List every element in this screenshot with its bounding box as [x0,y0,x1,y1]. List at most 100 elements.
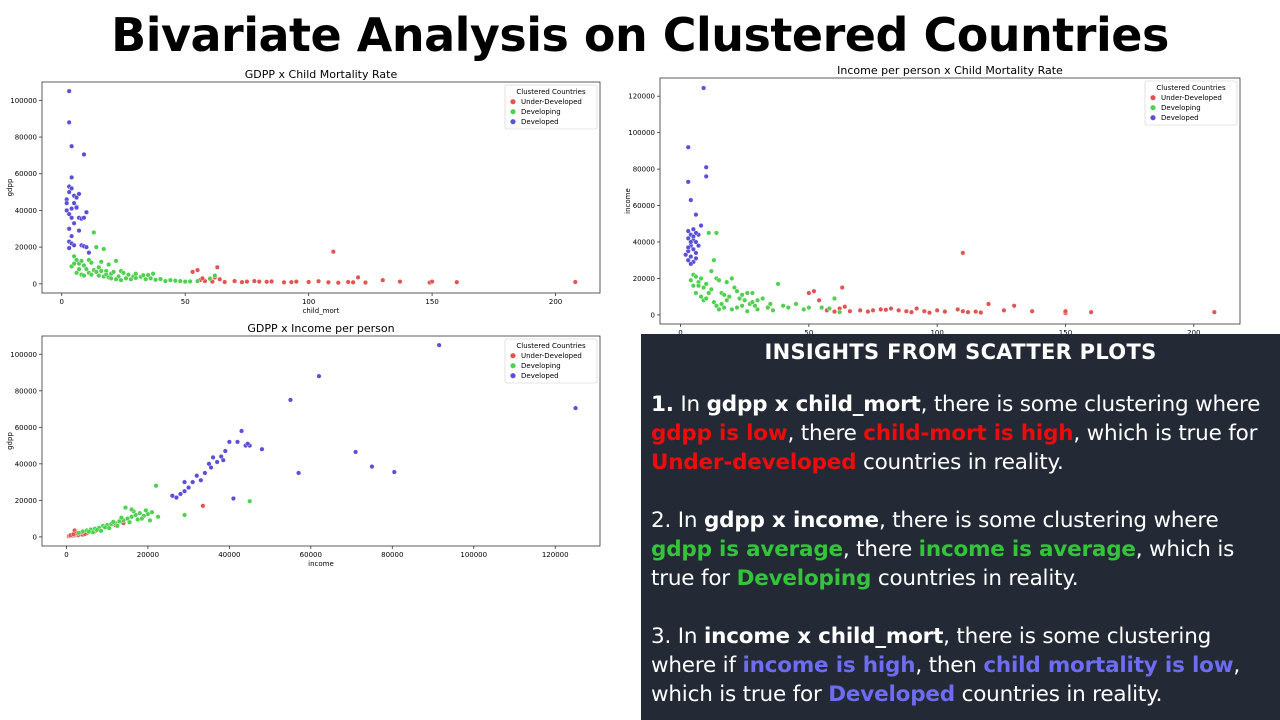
chart-2-x-tick-label: 40000 [218,551,240,559]
chart-2-point-developing [149,509,155,515]
chart-0-point-developing [76,266,82,272]
chart-1-point-under-developed [1001,307,1007,313]
chart-0-point-under-developed [454,279,460,285]
chart-0-point-developing [207,276,213,282]
chart-0-point-under-developed [256,279,262,285]
chart-2-point-developed [573,405,579,411]
chart-2-point-developing [247,498,253,504]
chart-1-point-developing [706,230,712,236]
chart-0-point-under-developed [239,279,245,285]
scatter-gdpp-vs-income: GDPP x Income per person 0 20000 40000 60000… [6,322,601,568]
insight-1: 1. In gdpp x child_mort, there is some c… [651,390,1270,477]
chart-1-y-tick-label: 100000 [628,129,655,137]
chart-1-point-developed [688,254,694,260]
chart-1-point-developing [731,285,737,291]
chart-2-point-developed [259,446,265,452]
chart-1-legend-title: Clustered Countries [1156,84,1226,92]
insight-2-segment: , there [842,537,919,562]
chart-1-y-tick-label: 0 [651,311,655,319]
chart-0-point-developed [69,174,75,180]
insight-1-segment: countries in reality. [856,450,1064,475]
chart-0-point-developing [93,269,99,275]
chart-0-point-developed [76,228,82,234]
chart-1-point-under-developed [857,307,863,313]
chart-2-y-tick-label: 40000 [15,460,37,468]
chart-1-point-developed [690,226,696,232]
chart-1-point-developing [713,230,719,236]
chart-1-point-under-developed [1062,308,1068,314]
chart-1-point-developed [683,252,689,258]
chart-1-point-developing [749,299,755,305]
chart-1-point-developed [703,164,709,170]
chart-1-point-developed [690,234,696,240]
chart-1-point-under-developed [942,309,948,315]
chart-1-point-developed [685,235,691,241]
chart-1-legend [1144,80,1238,126]
chart-1-x-tick-label: 50 [804,329,813,337]
chart-1-point-developed [693,230,699,236]
chart-0-point-developed [83,209,89,215]
insight-3-segment: income is high [742,653,916,678]
chart-1-legend-label: Under-Developed [1161,94,1222,102]
chart-0-point-developed [81,151,87,157]
chart-1-plot-area [659,77,1241,325]
chart-1-point-developing [716,306,722,312]
chart-2-legend-label: Developed [521,372,559,380]
chart-0-point-developed [74,195,80,201]
chart-0-x-axis-label: child_mort [303,307,340,315]
chart-0-point-under-developed [293,279,299,285]
scatter-income-vs-child-mort: Income per person x Child Mortality Rate… [624,64,1241,346]
chart-0-y-tick-label: 100000 [10,97,37,105]
chart-0-point-developing [120,270,126,276]
chart-1-point-developing [765,305,771,311]
chart-0-legend-label: Developed [521,118,559,126]
chart-0-point-under-developed [281,279,287,285]
chart-1-point-developing [734,288,740,294]
chart-0-point-under-developed [195,267,201,273]
chart-2-point-developed [208,464,214,470]
chart-0-point-under-developed [350,279,356,285]
chart-1-point-under-developed [832,309,838,315]
chart-0-point-developing [96,264,102,270]
chart-2-point-developed [214,459,220,465]
chart-0-point-under-developed [345,279,351,285]
chart-2-point-developing [129,514,135,520]
chart-1-point-developing [711,257,717,263]
chart-1-point-under-developed [847,308,853,314]
chart-1-point-developing [703,295,709,301]
chart-0-point-under-developed [199,275,205,281]
chart-1-point-developed [693,212,699,218]
chart-1-point-developing [701,285,707,291]
chart-2-y-tick-label: 80000 [15,387,37,395]
chart-0-point-developing [74,257,80,263]
chart-0-legend [504,84,598,130]
chart-1-y-tick-label: 20000 [633,275,655,283]
chart-1-point-under-developed [888,306,894,312]
chart-1-point-developing [708,268,714,274]
chart-0-point-under-developed [335,280,341,286]
chart-0-point-developing [81,273,87,279]
chart-1-x-tick-label: 0 [678,329,682,337]
chart-2-point-developing [122,505,128,511]
chart-0-point-developing [133,275,139,281]
chart-2-x-tick-label: 0 [64,551,68,559]
chart-1-point-under-developed [806,290,812,296]
chart-0-point-developing [113,276,119,282]
chart-2-y-tick-label: 20000 [15,497,37,505]
chart-0-x-tick-label: 0 [60,298,64,306]
chart-2-point-developing [98,528,104,534]
chart-2-legend-label: Developing [521,362,561,370]
chart-1-point-under-developed [965,309,971,315]
insight-3-segment: countries in reality. [954,682,1163,707]
chart-0-x-tick-label: 200 [549,298,562,306]
chart-1-point-developed [695,243,701,249]
chart-0-point-developed [86,250,92,256]
chart-2-title: GDPP x Income per person [247,322,394,335]
chart-0-point-developing [118,277,124,283]
chart-2-point-developing [86,529,92,535]
insights-heading: INSIGHTS FROM SCATTER PLOTS [764,340,1157,364]
chart-1-point-under-developed [909,309,915,315]
chart-1-point-under-developed [878,306,884,312]
chart-0-point-developed [71,200,77,206]
chart-1-y-tick-label: 80000 [633,166,655,174]
